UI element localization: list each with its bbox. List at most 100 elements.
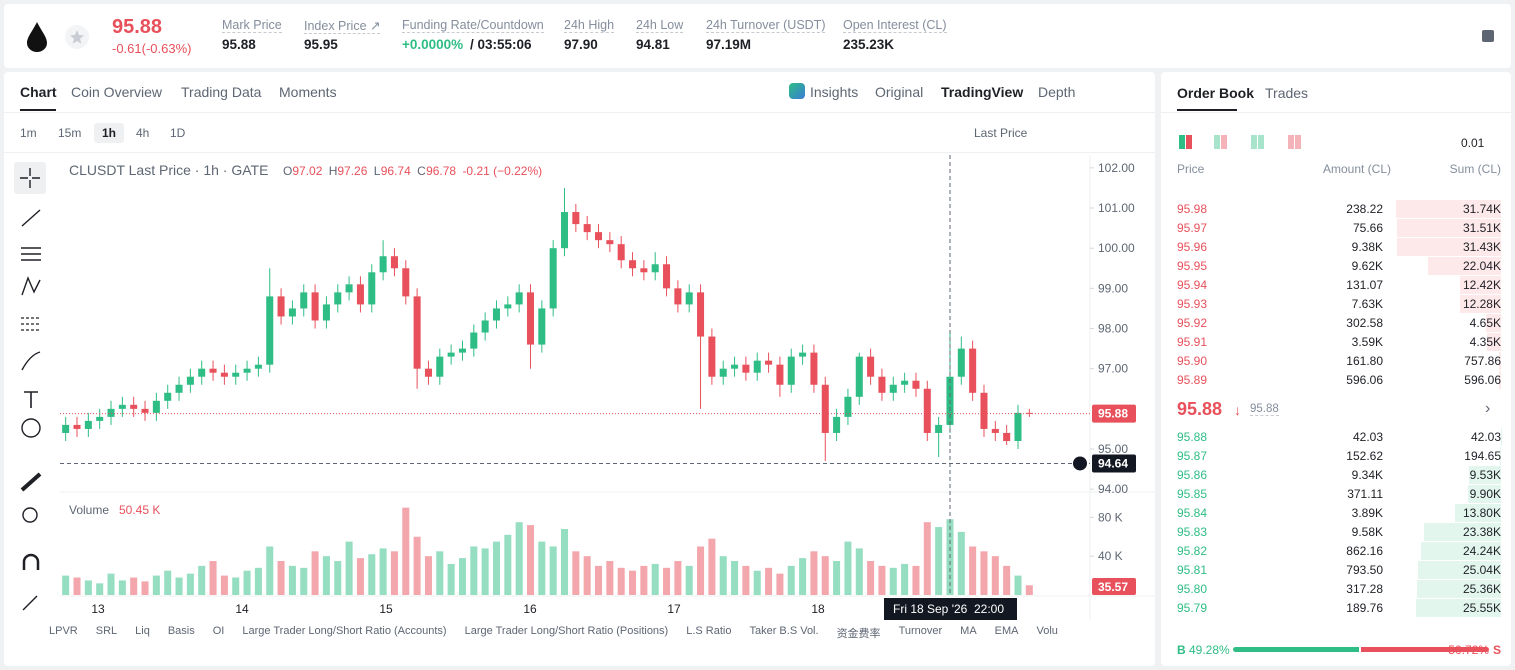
sum: 12.28K — [1462, 297, 1501, 311]
price: 95.82 — [1177, 544, 1208, 558]
price: 95.91 — [1177, 335, 1208, 349]
amount: 793.50 — [1346, 563, 1383, 577]
price: 95.98 — [1177, 202, 1208, 216]
indicator[interactable]: Turnover — [898, 625, 943, 637]
price: 95.81 — [1177, 563, 1208, 577]
stat-label: 24h Turnover (USDT) — [706, 18, 826, 33]
interval[interactable]: 1m — [20, 126, 37, 140]
depth-bar — [1418, 561, 1501, 579]
header-bar: 95.88 -0.61(-0.63%) Mark Price 95.88 Index… — [4, 4, 1511, 68]
sum: 25.36K — [1462, 582, 1501, 596]
amount: 75.66 — [1352, 221, 1383, 235]
view-tab[interactable]: Insights — [810, 84, 859, 100]
divider — [4, 112, 1155, 113]
sum: 757.86 — [1464, 354, 1501, 368]
tab[interactable]: Coin Overview — [71, 84, 163, 100]
price: 95.95 — [1177, 259, 1208, 273]
amount: 302.58 — [1346, 316, 1383, 330]
price: 95.79 — [1177, 601, 1208, 615]
amount: 3.59K — [1351, 335, 1383, 349]
depth-bar — [1485, 314, 1501, 332]
indicator[interactable]: 资金费率 — [836, 628, 881, 640]
stat-label: Open Interest (CL) — [843, 18, 947, 33]
depth-bar — [1396, 219, 1501, 237]
tool-icons — [14, 162, 46, 611]
interval[interactable]: 15m — [58, 126, 82, 140]
settings-icon[interactable] — [1480, 28, 1496, 44]
sum: 12.42K — [1462, 278, 1501, 292]
book-view-icons[interactable] — [1177, 134, 1307, 150]
trades-tab[interactable]: Trades — [1265, 85, 1309, 101]
amount: 131.07 — [1346, 278, 1383, 292]
interval[interactable]: 1D — [170, 126, 186, 140]
sum: 42.03 — [1470, 430, 1501, 444]
last-price: 95.88 — [112, 16, 163, 38]
sum: 13.80K — [1462, 506, 1501, 520]
depth-bar — [1460, 295, 1501, 313]
tab-underline — [1177, 109, 1237, 111]
amount: 189.76 — [1346, 601, 1383, 615]
sum: 25.55K — [1462, 601, 1501, 615]
price: 95.83 — [1177, 525, 1208, 539]
view-tab[interactable]: Original — [875, 84, 924, 100]
price: 95.96 — [1177, 240, 1208, 254]
indicator[interactable]: SRL — [95, 625, 118, 637]
depth-bar — [1486, 333, 1501, 351]
indicator[interactable]: L.S Ratio — [686, 625, 732, 637]
stat-extra: / 03:55:06 — [470, 37, 532, 52]
sum: 31.74K — [1462, 202, 1501, 216]
indicator[interactable]: MA — [960, 625, 977, 637]
price: 95.92 — [1177, 316, 1208, 330]
coin-icon — [27, 22, 47, 52]
price: 95.89 — [1177, 373, 1208, 387]
sum: 194.65 — [1464, 449, 1501, 463]
depth-bar — [1469, 466, 1501, 484]
indicator[interactable]: Large Trader Long/Short Ratio (Accounts) — [242, 625, 447, 637]
expand-arrow[interactable]: › — [1485, 400, 1491, 417]
stat-label: Index Price ↗ — [304, 19, 381, 34]
tab[interactable]: Trading Data — [181, 84, 262, 100]
ai-icon — [789, 83, 805, 99]
depth-bar — [1498, 352, 1501, 370]
mid-price: 95.88 — [1177, 399, 1223, 419]
price-type[interactable]: Last Price — [974, 126, 1028, 140]
amount: 152.62 — [1346, 449, 1383, 463]
amount: 596.06 — [1346, 373, 1383, 387]
sum: 22.04K — [1462, 259, 1501, 273]
tab[interactable]: Chart — [20, 84, 57, 100]
view-tab[interactable]: Depth — [1038, 84, 1076, 100]
favorite-star[interactable] — [64, 24, 90, 50]
buy-pct: 49.28% — [1189, 643, 1230, 657]
indicator[interactable]: EMA — [994, 625, 1019, 637]
divider — [4, 152, 1155, 153]
indicator[interactable]: LPVR — [49, 625, 78, 637]
tab-underline — [20, 109, 56, 111]
indicator[interactable]: Basis — [167, 625, 195, 637]
sum: 4.65K — [1469, 316, 1501, 330]
amount: 7.63K — [1351, 297, 1383, 311]
stat-label: 24h Low — [636, 18, 684, 33]
depth-bar — [1416, 599, 1501, 617]
price-header: Price — [1177, 162, 1205, 176]
tab[interactable]: Moments — [279, 84, 337, 100]
view-tab[interactable]: TradingView — [941, 84, 1024, 100]
depth-bar — [1459, 276, 1501, 294]
sell-bar — [1361, 647, 1489, 652]
interval[interactable]: 4h — [136, 126, 150, 140]
price: 95.85 — [1177, 487, 1208, 501]
depth-bar — [1428, 257, 1501, 275]
amount: 862.16 — [1346, 544, 1383, 558]
order-book-tab[interactable]: Order Book — [1177, 85, 1255, 101]
precision[interactable]: 0.01 — [1461, 136, 1485, 150]
indicator[interactable]: OI — [212, 625, 225, 637]
amount: 238.22 — [1346, 202, 1383, 216]
indicator[interactable]: Taker B.S Vol. — [749, 625, 819, 637]
amount: 317.28 — [1346, 582, 1383, 596]
indicator[interactable]: Large Trader Long/Short Ratio (Positions… — [464, 625, 669, 637]
indicator[interactable]: Liq — [135, 625, 150, 637]
interval[interactable]: 1h — [94, 123, 125, 143]
amount: 9.62K — [1351, 259, 1383, 273]
sum: 31.43K — [1462, 240, 1501, 254]
indicator[interactable]: Volu — [1036, 625, 1058, 637]
